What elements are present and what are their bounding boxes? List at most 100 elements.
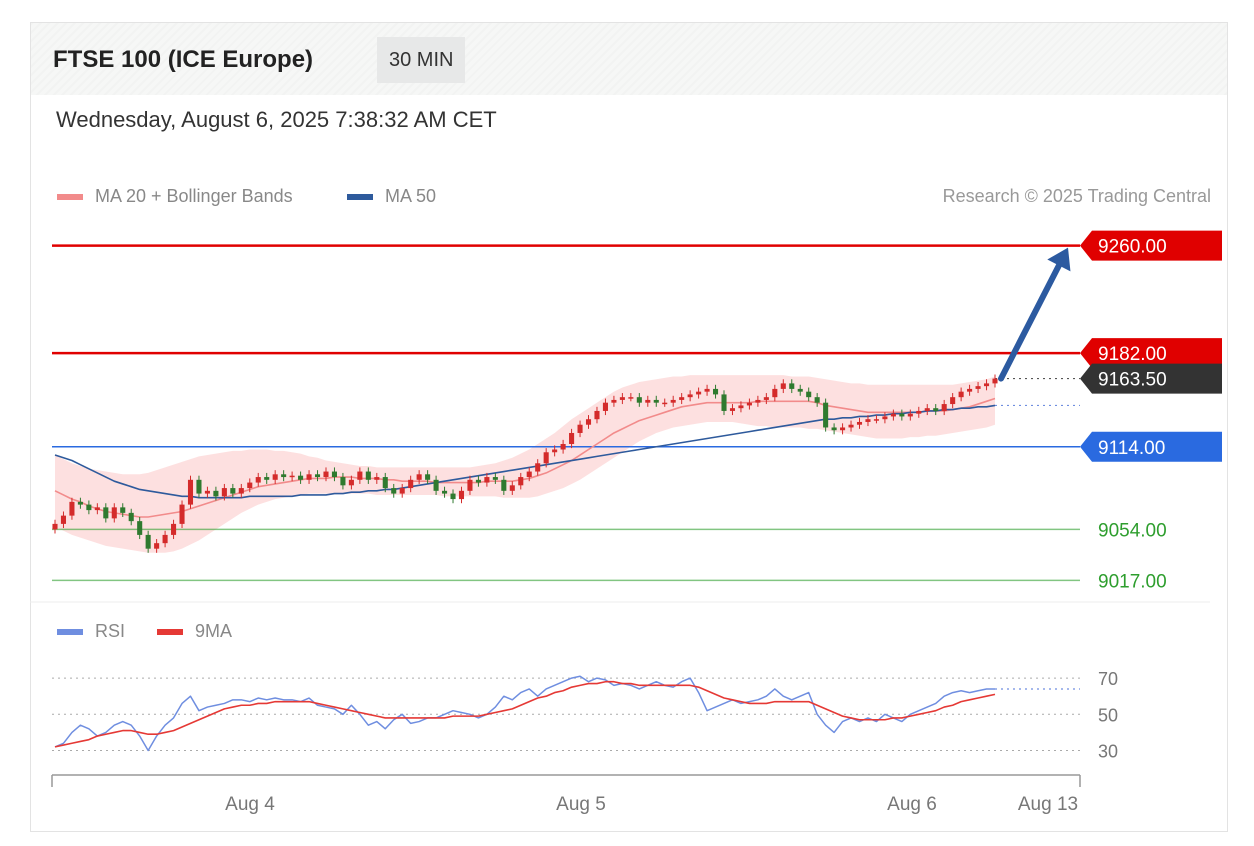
timeframe-badge[interactable]: 30 MIN <box>377 37 466 83</box>
forecast-arrow-shaft <box>998 262 1062 382</box>
candle-body <box>272 474 278 480</box>
candle-body <box>814 397 820 403</box>
candle-body <box>357 471 363 480</box>
candle <box>340 472 346 490</box>
candle-body <box>391 488 397 494</box>
level-tag-bg <box>1080 431 1222 462</box>
candle-body <box>679 397 685 400</box>
candle-body <box>128 512 134 522</box>
candle <box>594 406 600 424</box>
legend-ma50-label: MA 50 <box>385 186 437 206</box>
candle-body <box>873 419 879 421</box>
candle-body <box>628 397 634 399</box>
candle-body <box>907 413 913 417</box>
candle-body <box>264 477 270 480</box>
candle <box>933 404 939 416</box>
candle-body <box>374 477 380 480</box>
candle <box>653 395 659 407</box>
candle-body <box>196 479 202 494</box>
candle-body <box>856 421 863 425</box>
legend-ma50: MA 50 <box>347 186 436 207</box>
candle-body <box>382 477 388 489</box>
candle-body <box>594 410 600 420</box>
candle <box>323 467 329 482</box>
candle-body <box>103 507 109 519</box>
candle-body <box>941 404 947 411</box>
legend-9ma-label: 9MA <box>195 621 233 641</box>
candle-body <box>187 479 194 505</box>
level-tag-text: 9182.00 <box>1098 344 1167 365</box>
candle-body <box>408 479 414 489</box>
candle-body <box>916 410 922 414</box>
candle <box>111 503 117 523</box>
candle-body <box>501 479 507 491</box>
candle <box>975 382 981 394</box>
ma20-swatch <box>57 193 83 200</box>
candle <box>450 489 456 504</box>
level-tag-bg <box>1080 230 1222 261</box>
candle <box>94 503 100 515</box>
candle-body <box>823 402 829 428</box>
candle <box>501 475 507 495</box>
candle <box>806 387 812 402</box>
candle-body <box>433 479 439 491</box>
candle-body <box>365 471 371 480</box>
candle-body <box>840 427 846 431</box>
candle-body <box>120 507 126 513</box>
candle-body <box>704 388 710 392</box>
time-tick-label: Aug 13 <box>1018 794 1078 815</box>
candle-body <box>967 388 973 392</box>
candle-body <box>882 416 888 420</box>
candle <box>425 470 431 484</box>
candle-body <box>560 444 566 450</box>
candle-body <box>306 474 312 480</box>
candle-body <box>154 543 160 549</box>
candle <box>950 393 956 409</box>
candle <box>882 412 888 424</box>
candle-body <box>535 463 541 472</box>
candle <box>52 519 58 534</box>
candle <box>577 420 583 438</box>
candle-body <box>958 391 964 398</box>
legend-9ma: 9MA <box>157 621 232 642</box>
candle <box>154 539 160 553</box>
candle <box>552 445 558 457</box>
candle <box>348 475 354 490</box>
candle-body <box>458 490 465 500</box>
candle <box>374 472 380 484</box>
candle-body <box>52 523 58 530</box>
level-label-support: 9054.00 <box>1098 520 1167 541</box>
candle-body <box>94 507 100 511</box>
candle-body <box>602 402 608 411</box>
candle-body <box>585 419 592 425</box>
candle <box>179 500 185 529</box>
candle <box>365 467 371 484</box>
candle-body <box>577 424 583 433</box>
candle <box>399 483 405 498</box>
candle <box>797 384 803 396</box>
level-tag-pivot: 9114.00 <box>1080 431 1222 462</box>
candle <box>281 470 287 482</box>
candle <box>331 467 337 482</box>
candle-body <box>442 490 448 494</box>
time-tick-label: Aug 4 <box>225 794 275 815</box>
candle-body <box>687 394 693 398</box>
candle <box>907 409 913 421</box>
candle <box>535 459 541 476</box>
time-tick-label: Aug 5 <box>556 794 606 815</box>
candle <box>569 428 575 449</box>
candle <box>526 467 532 482</box>
candle <box>408 475 414 493</box>
candle-body <box>509 485 515 491</box>
candle-body <box>238 488 244 494</box>
candle <box>272 470 278 484</box>
candle-body <box>111 507 117 519</box>
candle <box>738 401 744 413</box>
legend-ma20-label: MA 20 + Bollinger Bands <box>95 186 293 206</box>
candle-body <box>204 490 210 494</box>
candle <box>763 393 769 405</box>
credit-text: Research © 2025 Trading Central <box>942 186 1211 206</box>
candle-body <box>645 399 651 403</box>
candle <box>238 483 244 498</box>
